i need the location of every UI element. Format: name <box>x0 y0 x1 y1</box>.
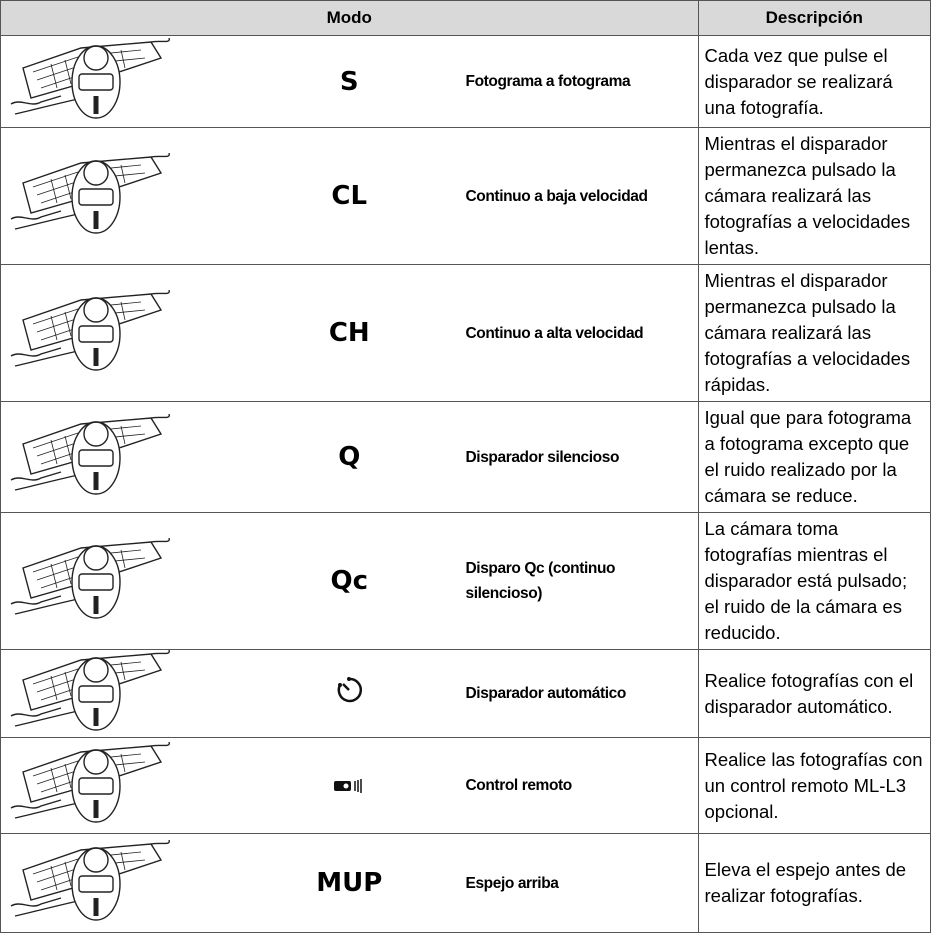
description-cell: Eleva el espejo antes de realizar fotogr… <box>697 833 931 933</box>
mode-symbol: MUP <box>316 868 383 898</box>
illustration-cell <box>0 649 233 738</box>
mode-name-cell: Disparador automático <box>465 649 699 738</box>
dial-illustration <box>10 289 170 371</box>
mode-name: Disparador silencioso <box>465 448 620 466</box>
mode-name: Fotograma a fotograma <box>465 73 631 90</box>
description: Igual que para fotograma a fotograma exc… <box>704 407 912 506</box>
mode-name: Disparador automático <box>465 685 627 702</box>
dial-illustration <box>10 839 170 921</box>
mode-row: Disparador automático Realice fotografías… <box>0 649 931 738</box>
description-cell: Igual que para fotograma a fotograma exc… <box>697 401 931 513</box>
symbol-cell <box>233 737 466 834</box>
self-timer-icon <box>337 677 363 703</box>
illustration-cell <box>0 35 233 128</box>
mode-name: Control remoto <box>465 777 573 794</box>
mode-symbol: Qc <box>330 566 368 596</box>
symbol-cell: S <box>233 35 466 128</box>
illustration-cell <box>0 833 233 933</box>
description: La cámara toma fotografías mientras el d… <box>704 518 908 643</box>
table-head: Modo Descripción <box>0 0 931 36</box>
mode-symbol: CL <box>331 181 368 211</box>
mode-name: Espejo arriba <box>465 874 559 892</box>
description: Mientras el disparador permanezca pulsad… <box>704 270 911 395</box>
description: Realice las fotografías con un control r… <box>704 748 923 822</box>
mode-symbol: S <box>339 66 359 97</box>
mode-row: Q Disparador silencioso Igual que para fot… <box>0 401 931 513</box>
mode-name: Continuo a alta velocidad <box>465 324 644 342</box>
description: Mientras el disparador permanezca pulsad… <box>704 133 911 258</box>
mode-name-cell: Continuo a alta velocidad <box>465 264 699 402</box>
mode-row: CH Continuo a alta velocidad Mientras el d… <box>0 264 931 402</box>
header-row: Modo Descripción <box>0 0 931 36</box>
mode-row: Control remoto Realice las fotografías co… <box>0 737 931 834</box>
table-body: S Fotograma a fotograma Cada vez que pulse… <box>0 35 931 933</box>
mode-name: Continuo a baja velocidad <box>465 187 648 205</box>
description-cell: La cámara toma fotografías mientras el d… <box>697 512 931 650</box>
symbol-cell: Q <box>233 401 466 513</box>
symbol-cell: Qc <box>233 512 466 650</box>
symbol-cell <box>233 649 466 738</box>
mode-name-cell: Disparador silencioso <box>465 401 699 513</box>
mode-name-cell: Disparo Qc (continuo silencioso) <box>465 512 699 650</box>
dial-illustration <box>10 413 170 495</box>
dial-illustration <box>10 537 170 619</box>
description-cell: Realice fotografías con el disparador au… <box>697 649 931 738</box>
illustration-cell <box>0 512 233 650</box>
header-cell: Modo <box>0 0 699 36</box>
description-cell: Realice las fotografías con un control r… <box>697 737 931 834</box>
description-cell: Mientras el disparador permanezca pulsad… <box>697 127 931 265</box>
mode-symbol: CH <box>328 318 370 348</box>
mode-row: CL Continuo a baja velocidad Mientras el d… <box>0 127 931 265</box>
symbol-cell: CH <box>233 264 466 402</box>
symbol-cell: CL <box>233 127 466 265</box>
description: Cada vez que pulse el disparador se real… <box>704 44 893 118</box>
illustration-cell <box>0 401 233 513</box>
mode-row: S Fotograma a fotograma Cada vez que pulse… <box>0 35 931 128</box>
dial-illustration <box>10 37 170 119</box>
mode-symbol: Q <box>338 442 361 472</box>
mode-name-cell: Fotograma a fotograma <box>465 35 699 128</box>
dial-illustration <box>10 649 170 731</box>
illustration-cell <box>0 264 233 402</box>
remote-icon <box>334 778 362 793</box>
mode-name-cell: Espejo arriba <box>465 833 699 933</box>
mode-row: Qc Disparo Qc (continuo silencioso) La cám… <box>0 512 931 650</box>
mode-row: MUP Espejo arriba Eleva el espejo antes de… <box>0 833 931 933</box>
mode-name-cell: Control remoto <box>465 737 699 834</box>
illustration-cell <box>0 737 233 834</box>
header-cell: Descripción <box>697 0 931 36</box>
dial-illustration <box>10 152 170 234</box>
description-cell: Cada vez que pulse el disparador se real… <box>697 35 931 128</box>
mode-name-cell: Continuo a baja velocidad <box>465 127 699 265</box>
illustration-cell <box>0 127 233 265</box>
description: Eleva el espejo antes de realizar fotogr… <box>704 859 907 906</box>
description-cell: Mientras el disparador permanezca pulsad… <box>697 264 931 402</box>
mode-name: Disparo Qc (continuo silencioso) <box>465 560 616 602</box>
symbol-cell: MUP <box>233 833 466 933</box>
dial-illustration <box>10 741 170 823</box>
description: Realice fotografías con el disparador au… <box>704 669 914 717</box>
